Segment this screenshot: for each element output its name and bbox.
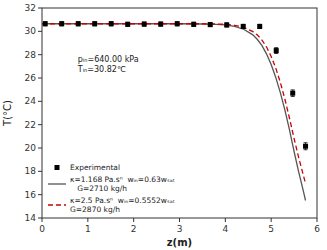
legend-label-line: G=2710 kg/h	[70, 184, 127, 193]
error-bar	[93, 22, 97, 26]
data-point	[59, 21, 64, 26]
x-tick	[42, 218, 43, 222]
data-point	[303, 144, 308, 149]
error-bar	[258, 24, 262, 28]
legend: Experimental κ=1.168 Pa.sⁿ wᵢₙ=0.63wₛₐₜ G…	[48, 163, 175, 214]
error-bar	[274, 48, 278, 54]
legend-label-line: Experimental	[70, 163, 120, 172]
y-tick-label: 26	[25, 73, 37, 83]
data-point	[290, 91, 295, 96]
data-point	[92, 21, 97, 26]
y-tick	[38, 218, 42, 219]
y-tick	[38, 101, 42, 102]
y-tick-label: 18	[25, 166, 37, 176]
chart: 0 1 2 3 4 5 6 14 16 18 20 22 24 26 28 30 32 z(m) T(°C) pᵢₙ=…	[0, 0, 327, 250]
y-tick	[38, 124, 42, 125]
x-tick	[133, 218, 134, 222]
x-tick-label: 3	[177, 224, 183, 234]
legend-swatch	[48, 204, 66, 205]
legend-label-line: G=2870 kg/h	[70, 205, 120, 214]
scatter-series	[43, 21, 308, 150]
y-tick-label: 14	[25, 213, 37, 223]
series-line	[42, 24, 306, 201]
y-tick-label: 30	[25, 26, 37, 36]
error-bar	[109, 22, 113, 26]
error-bar	[142, 22, 146, 26]
x-tick-label: 2	[131, 224, 137, 234]
error-bar	[225, 23, 229, 27]
x-tick	[225, 218, 226, 222]
data-point	[208, 22, 213, 27]
error-bar	[304, 143, 308, 150]
plot-frame	[42, 8, 317, 218]
legend-label: κ=1.168 Pa.sⁿ wᵢₙ=0.63wₛₐₜ G=2710 kg/h	[70, 175, 175, 193]
y-tick	[38, 78, 42, 79]
annotation: pᵢₙ=640.00 kPaTᵢₙ=30.82℃	[77, 55, 139, 74]
x-tick-label: 1	[85, 224, 91, 234]
legend-label-line: κ=2.5 Pa.sⁿ wᵢₙ=0.5552wₛₐₜ	[70, 196, 175, 205]
x-tick-label: 5	[268, 224, 274, 234]
data-point	[175, 21, 180, 26]
annotation-text: pᵢₙ=640.00 kPa	[78, 55, 139, 64]
x-tick-label: 0	[39, 224, 45, 234]
data-point	[142, 22, 147, 27]
y-tick-label: 20	[25, 143, 37, 153]
axes: 0 1 2 3 4 5 6 14 16 18 20 22 24 26 28 30 32	[25, 3, 321, 234]
annotation-text: Tᵢₙ=30.82℃	[77, 65, 126, 74]
data-point	[191, 22, 196, 27]
data-point	[125, 22, 130, 27]
y-tick-label: 24	[25, 96, 37, 106]
series-line	[42, 24, 306, 184]
error-bar	[126, 22, 130, 26]
data	[42, 21, 308, 200]
error-bar	[159, 22, 163, 26]
error-bar	[175, 22, 179, 26]
data-point	[76, 21, 81, 26]
y-tick-label: 32	[25, 3, 36, 13]
y-tick-label: 28	[25, 50, 37, 60]
error-bar	[60, 22, 64, 26]
y-tick	[38, 171, 42, 172]
x-tick	[179, 218, 180, 222]
legend-swatch	[55, 165, 60, 170]
y-tick-label: 22	[25, 120, 36, 130]
error-bar	[43, 22, 47, 26]
legend-label: κ=2.5 Pa.sⁿ wᵢₙ=0.5552wₛₐₜG=2870 kg/h	[70, 196, 175, 214]
y-tick-label: 16	[25, 190, 37, 200]
x-tick-label: 6	[314, 224, 320, 234]
error-bar	[192, 22, 196, 26]
data-point	[43, 21, 48, 26]
y-tick	[38, 194, 42, 195]
data-point	[109, 21, 114, 26]
y-tick	[38, 8, 42, 9]
legend-label: Experimental	[70, 163, 120, 172]
data-point	[224, 22, 229, 27]
y-tick	[38, 148, 42, 149]
error-bar	[76, 22, 80, 26]
data-point	[241, 24, 246, 29]
error-bar	[208, 22, 212, 26]
x-tick	[317, 218, 318, 222]
y-axis-label: T(°C)	[2, 100, 13, 127]
x-tick	[271, 218, 272, 222]
data-point	[274, 48, 279, 53]
data-point	[158, 22, 163, 27]
legend-label-line: κ=1.168 Pa.sⁿ wᵢₙ=0.63wₛₐₜ	[70, 175, 175, 184]
y-tick	[38, 54, 42, 55]
legend-swatch	[48, 183, 66, 184]
x-tick	[87, 218, 88, 222]
error-bar	[241, 24, 245, 28]
x-tick-label: 4	[222, 224, 228, 234]
data-point	[257, 24, 262, 29]
x-axis-label: z(m)	[167, 237, 192, 248]
y-tick	[38, 31, 42, 32]
error-bar	[291, 90, 295, 97]
